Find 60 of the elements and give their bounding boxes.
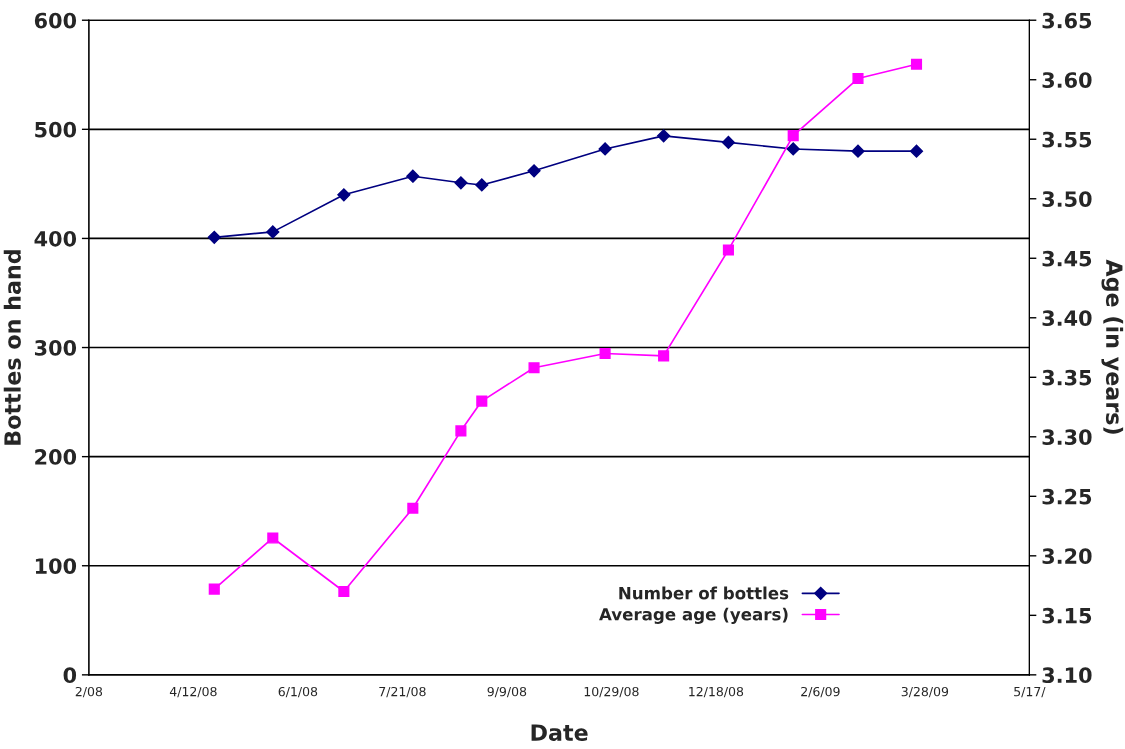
point [208,583,220,595]
point [722,244,734,256]
y2-tick-label: 3.45 [1042,250,1092,267]
x-tick-label: 3/28/09 [901,686,949,698]
x-tick-label: 2/6/09 [801,686,840,698]
y2-tick-label: 3.20 [1042,548,1092,565]
point [337,188,351,202]
y2-tick-label: 3.35 [1042,369,1092,386]
y-tick-label: 300 [34,339,77,356]
y-tick-label: 100 [35,558,77,574]
y-tick-label: 400 [34,230,77,247]
x-tick-label: 12/18/08 [689,686,744,698]
y-tick-label: 200 [35,449,77,465]
x-axis-title: Date [531,724,588,741]
x-tick-label: 4/12/08 [169,686,217,698]
point [455,425,467,437]
point [407,502,419,514]
point [475,178,489,192]
point [267,532,279,544]
point [852,72,864,85]
y2-tick-label: 3.50 [1042,191,1092,207]
point [528,362,540,374]
y2-tick-label: 3.25 [1042,488,1092,505]
x-tick-label: 7/21/08 [379,686,426,698]
point [207,230,221,244]
x-tick-label: 5/17/ [1014,687,1046,698]
y2-tick-label: 3.10 [1042,667,1092,684]
x-tick-label: 2/08 [75,686,103,698]
point [476,395,488,407]
point [599,347,611,360]
y-axis-title: Bottles on hand [3,250,21,445]
point [266,225,280,239]
y2-tick-label: 3.15 [1042,607,1092,624]
point [909,144,924,158]
point [657,129,671,143]
x-tick-label: 10/29/08 [584,686,639,698]
y-tick-label: 0 [63,667,77,684]
y-tick-label: 500 [35,121,77,138]
y2-tick-label: 3.40 [1042,310,1092,326]
legend-label: Number of bottles [619,586,789,600]
legend-label: Average age (years) [599,607,788,624]
y2-tick-label: 3.60 [1042,72,1092,88]
point [454,176,468,190]
y2-tick-label: 3.55 [1042,131,1092,148]
point [527,164,541,178]
point [598,142,612,156]
point [787,130,799,142]
y-tick-label: 600 [34,12,77,29]
point [851,144,865,158]
y2-tick-label: 3.30 [1042,429,1092,446]
point [786,142,800,156]
point [658,350,670,362]
point [721,135,736,150]
y2-tick-label: 3.65 [1042,12,1092,29]
y2-axis-title: Age (in years) [1101,259,1124,434]
point [338,585,350,598]
x-tick-label: 9/9/08 [487,686,527,698]
point [406,169,420,183]
x-tick-label: 6/1/08 [278,686,318,698]
point [910,58,923,70]
